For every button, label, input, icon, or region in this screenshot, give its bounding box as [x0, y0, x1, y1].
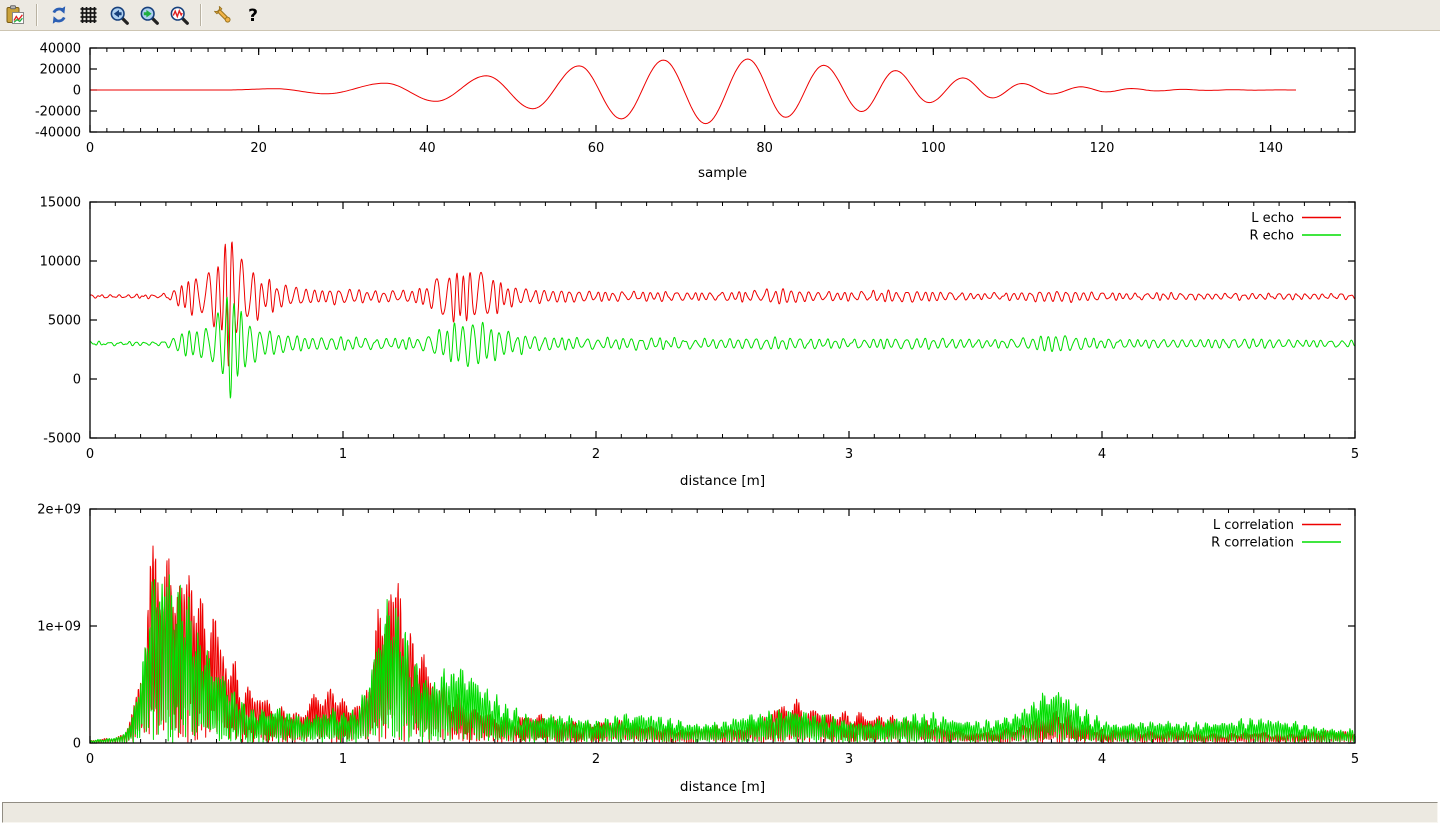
- y-tick-label: -20000: [35, 105, 81, 120]
- y-tick-label: -5000: [43, 432, 81, 447]
- legend-label-r-correlation: R correlation: [1211, 536, 1294, 551]
- series-line-pulse: [90, 58, 1296, 125]
- x-tick-label: 2: [592, 752, 600, 767]
- x-tick-label: 40: [419, 141, 436, 156]
- series-line-l-echo: [89, 241, 1356, 367]
- x-tick-label: 5: [1351, 752, 1359, 767]
- legend-label-l-echo: L echo: [1251, 211, 1294, 226]
- pulse-plot: 0 20 40 60 80 100 120 140 -40000 -20000 0 20000 4000…: [35, 42, 1356, 181]
- export-plot-icon[interactable]: [2, 2, 28, 28]
- y-tick-label: 0: [73, 84, 81, 99]
- axis-box: [89, 508, 1356, 744]
- autoscale-icon[interactable]: [166, 2, 192, 28]
- y-tick-label: 10000: [40, 255, 81, 270]
- correlation-plot: 0 1 2 3 4 5 0 1e+09 2e+09 distance [m] L correlati…: [37, 503, 1359, 796]
- y-tick-label: 2e+09: [37, 503, 81, 518]
- toolbar: ?: [0, 0, 1440, 31]
- replot-icon[interactable]: [46, 2, 72, 28]
- zoom-next-icon[interactable]: [136, 2, 162, 28]
- x-tick-label: 2: [592, 447, 600, 462]
- x-tick-label: 0: [86, 447, 94, 462]
- x-tick-label: 3: [845, 447, 853, 462]
- x-tick-label: 120: [1090, 141, 1115, 156]
- series-line-r-echo: [89, 296, 1355, 399]
- grid-toggle-icon[interactable]: [76, 2, 102, 28]
- x-tick-label: 3: [845, 752, 853, 767]
- series-line-r-correlation: [89, 574, 1356, 743]
- x-tick-label: 0: [86, 141, 94, 156]
- x-tick-label: 0: [86, 752, 94, 767]
- svg-text:?: ?: [248, 6, 258, 26]
- y-tick-label: 0: [73, 373, 81, 388]
- x-tick-label: 60: [588, 141, 605, 156]
- status-bar: [2, 802, 1438, 823]
- x-tick-label: 140: [1258, 141, 1283, 156]
- x-axis-label: distance [m]: [680, 473, 765, 489]
- x-tick-label: 4: [1098, 752, 1106, 767]
- x-axis-label: distance [m]: [680, 779, 765, 795]
- help-icon[interactable]: ?: [240, 2, 266, 28]
- axis-box: [89, 201, 1356, 439]
- y-tick-label: 0: [73, 737, 81, 752]
- legend-label-r-echo: R echo: [1249, 229, 1294, 244]
- y-tick-label: -40000: [35, 126, 81, 141]
- echo-plot: 0 1 2 3 4 5 -5000 0 5000 10000 15000 distance [m] L …: [40, 196, 1360, 490]
- x-axis-label: sample: [698, 165, 747, 181]
- x-tick-label: 20: [250, 141, 267, 156]
- legend-label-l-correlation: L correlation: [1213, 518, 1294, 533]
- x-tick-label: 1: [339, 447, 347, 462]
- y-tick-label: 20000: [40, 63, 81, 78]
- x-tick-label: 5: [1351, 447, 1359, 462]
- y-tick-label: 40000: [40, 42, 81, 57]
- y-tick-label: 1e+09: [37, 620, 81, 635]
- toolbar-separator: [200, 4, 202, 26]
- zoom-previous-icon[interactable]: [106, 2, 132, 28]
- y-tick-label: 5000: [48, 314, 81, 329]
- x-tick-label: 100: [921, 141, 946, 156]
- x-tick-label: 4: [1098, 447, 1106, 462]
- x-tick-label: 1: [339, 752, 347, 767]
- axis-box: [89, 47, 1356, 133]
- y-tick-label: 15000: [40, 196, 81, 211]
- toolbar-separator: [36, 4, 38, 26]
- x-tick-label: 80: [756, 141, 773, 156]
- configure-icon[interactable]: [210, 2, 236, 28]
